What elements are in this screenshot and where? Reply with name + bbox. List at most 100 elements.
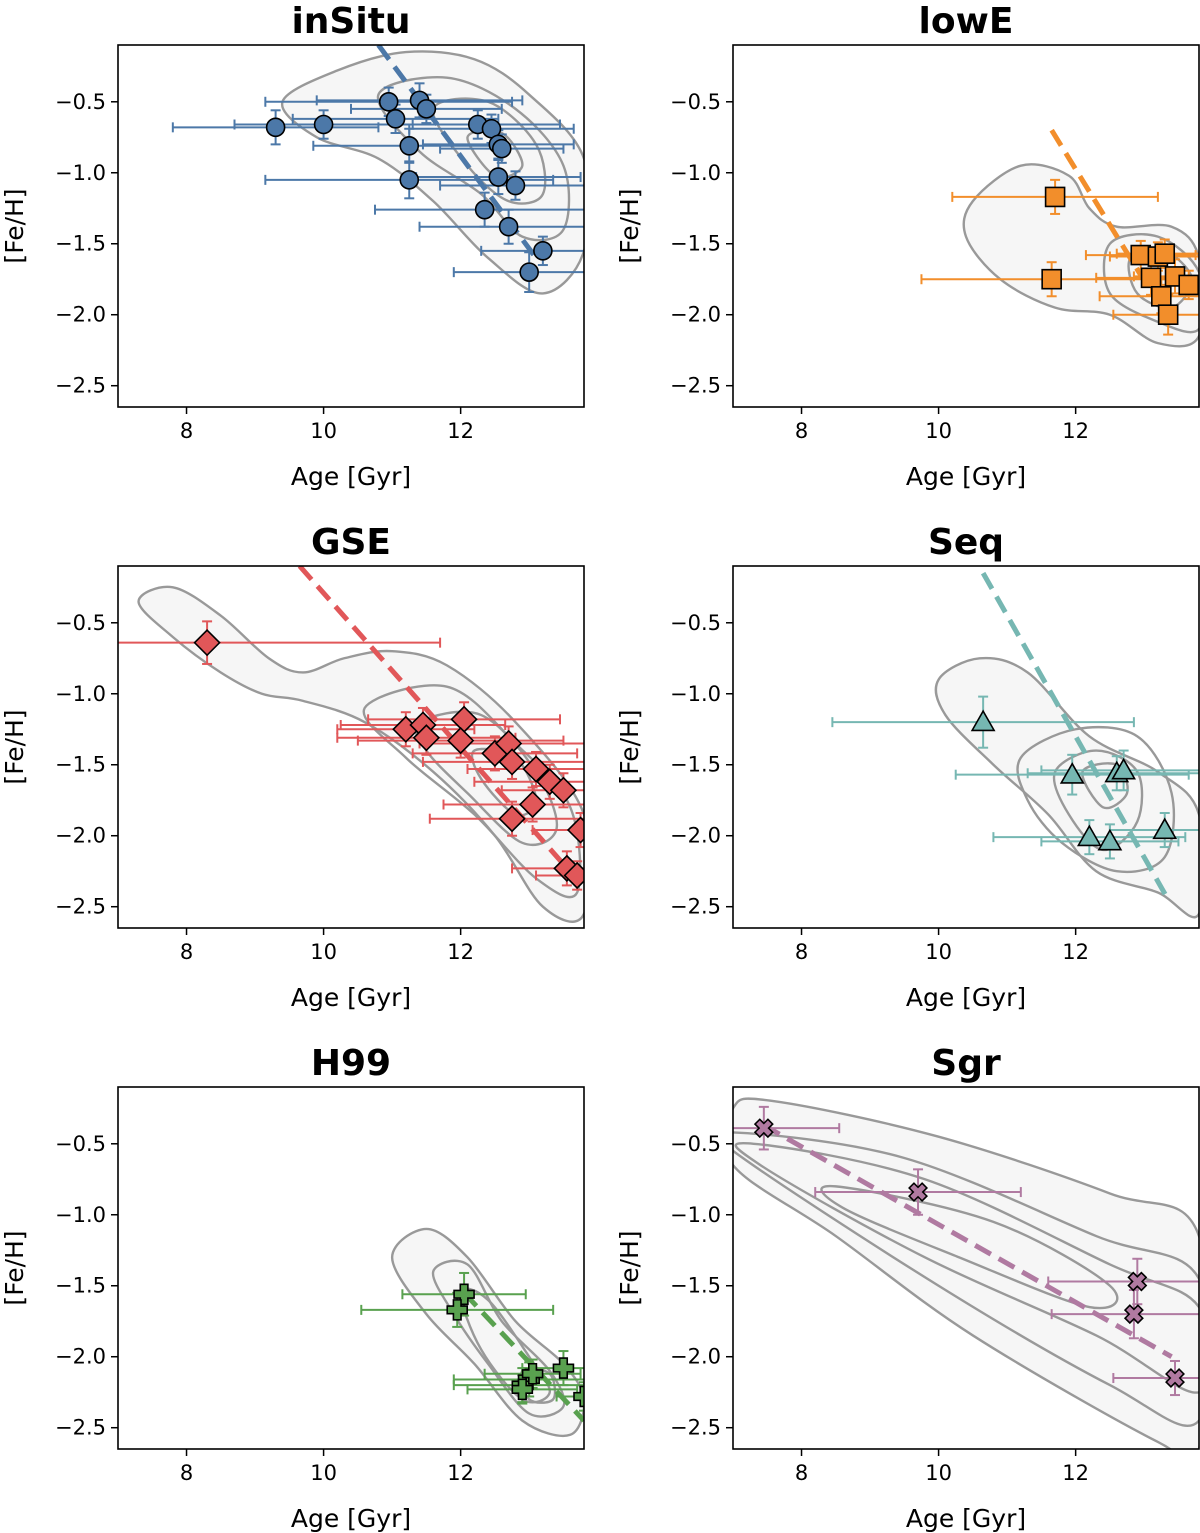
error-bar <box>555 1381 584 1412</box>
panel-insitu: inSitu 8 10 12 −0.5 −1.0 −1.5 −2.0 −2.5 Age [Gyr]… <box>0 1 585 491</box>
data-point <box>491 138 512 159</box>
x-tick-label: 10 <box>310 419 337 443</box>
x-tick-label: 12 <box>1062 940 1089 964</box>
data-point <box>1076 824 1102 847</box>
data-point <box>522 755 550 783</box>
y-tick-label: −1.5 <box>670 1274 721 1298</box>
trend-line <box>980 571 1171 901</box>
y-tick-label: −1.5 <box>55 1274 106 1298</box>
axes-frame <box>732 1086 1200 1450</box>
density-contour <box>733 1131 1199 1428</box>
y-tick-label: −1.0 <box>670 682 721 706</box>
x-axis-label: Age [Gyr] <box>291 983 411 1012</box>
panel-title: lowE <box>919 1 1014 42</box>
data-point <box>519 262 539 282</box>
data-point <box>193 629 221 657</box>
trend-line <box>762 1123 1173 1359</box>
x-tick-label: 10 <box>310 940 337 964</box>
x-tick-label: 8 <box>180 419 193 443</box>
plot-area <box>360 1227 584 1437</box>
y-tick-label: −1.0 <box>55 161 106 185</box>
data-point <box>1123 1304 1144 1325</box>
data-point <box>265 117 286 138</box>
y-tick-label: −2.0 <box>670 303 721 327</box>
data-point <box>521 1362 544 1385</box>
y-axis-label: [Fe/H] <box>0 1230 29 1305</box>
panel-seq: Seq 8 10 12 −0.5 −1.0 −1.5 −2.0 −2.5 Age [Gyr] [Fe… <box>615 522 1200 1012</box>
y-tick-label: −2.5 <box>670 895 721 919</box>
y-tick-label: −2.0 <box>55 824 106 848</box>
density-contour <box>733 1097 1199 1449</box>
data-point <box>1151 285 1172 307</box>
plot-area <box>920 128 1199 348</box>
y-tick-label: −2.5 <box>55 895 106 919</box>
data-point <box>1157 304 1179 326</box>
axes-frame <box>732 44 1200 408</box>
y-tick-label: −2.0 <box>670 824 721 848</box>
data-point <box>416 99 437 119</box>
y-tick-label: −2.0 <box>55 303 106 327</box>
y-tick-label: −0.5 <box>55 90 106 114</box>
data-point <box>518 790 547 819</box>
y-axis-label: [Fe/H] <box>615 709 644 784</box>
data-point <box>1127 1271 1148 1292</box>
data-point <box>498 805 526 833</box>
data-point <box>447 726 475 755</box>
y-tick-label: −1.5 <box>670 753 721 777</box>
data-point <box>1152 817 1178 840</box>
data-point <box>552 1357 575 1379</box>
density-contour <box>431 1259 566 1418</box>
plot-area <box>171 45 584 295</box>
y-tick-label: −0.5 <box>670 1132 721 1156</box>
data-point <box>970 709 996 732</box>
x-axis-label: Age [Gyr] <box>906 983 1026 1012</box>
x-tick-label: 12 <box>447 940 474 964</box>
density-contour <box>820 1184 1119 1310</box>
panel-sgr: Sgr 8 10 12 −0.5 −1.0 −1.5 −2.0 −2.5 Age [Gyr] [Fe… <box>615 1043 1200 1533</box>
plot-area <box>831 571 1199 919</box>
data-point <box>1041 268 1062 290</box>
y-tick-label: −2.5 <box>55 1416 106 1440</box>
density-contour <box>459 1287 551 1404</box>
data-point <box>1097 828 1123 851</box>
data-point <box>498 748 526 776</box>
panel-title: inSitu <box>291 1 410 42</box>
y-axis-label: [Fe/H] <box>615 188 644 263</box>
data-point <box>488 167 509 187</box>
panel-title: GSE <box>311 522 391 563</box>
data-point <box>1111 757 1136 780</box>
data-point <box>1140 267 1162 289</box>
x-tick-label: 12 <box>447 419 474 443</box>
data-point <box>498 216 519 237</box>
data-point <box>908 1182 929 1203</box>
x-tick-label: 12 <box>447 1461 474 1485</box>
density-contour <box>1016 725 1176 874</box>
x-tick-label: 10 <box>925 1461 952 1485</box>
panel-title: Seq <box>928 522 1004 563</box>
trend-line <box>462 1291 584 1423</box>
y-axis-label: [Fe/H] <box>0 188 29 263</box>
y-tick-label: −2.5 <box>670 374 721 398</box>
panel-gse: GSE 8 10 12 −0.5 −1.0 −1.5 −2.0 −2.5 Age [Gyr] [Fe… <box>0 522 585 1012</box>
data-point <box>563 861 584 890</box>
data-point <box>505 175 526 196</box>
density-contour <box>414 710 559 846</box>
data-point <box>573 1385 584 1408</box>
x-tick-label: 10 <box>925 419 952 443</box>
data-point <box>399 135 420 156</box>
x-axis-label: Age [Gyr] <box>291 1504 411 1533</box>
axes-frame <box>117 1086 585 1450</box>
density-contour <box>1052 749 1144 852</box>
x-axis-label: Age [Gyr] <box>291 462 411 491</box>
data-point <box>549 776 578 804</box>
x-tick-label: 8 <box>795 1461 808 1485</box>
y-tick-label: −2.0 <box>670 1345 721 1369</box>
y-tick-label: −0.5 <box>55 611 106 635</box>
plot-area <box>733 1097 1199 1449</box>
axes-frame <box>732 565 1200 929</box>
y-tick-label: −0.5 <box>55 1132 106 1156</box>
panel-title: Sgr <box>931 1043 1001 1084</box>
panel-lowe: lowE 8 10 12 −0.5 −1.0 −1.5 −2.0 −2.5 Age [Gyr] [F… <box>615 1 1200 491</box>
y-tick-label: −2.5 <box>670 1416 721 1440</box>
